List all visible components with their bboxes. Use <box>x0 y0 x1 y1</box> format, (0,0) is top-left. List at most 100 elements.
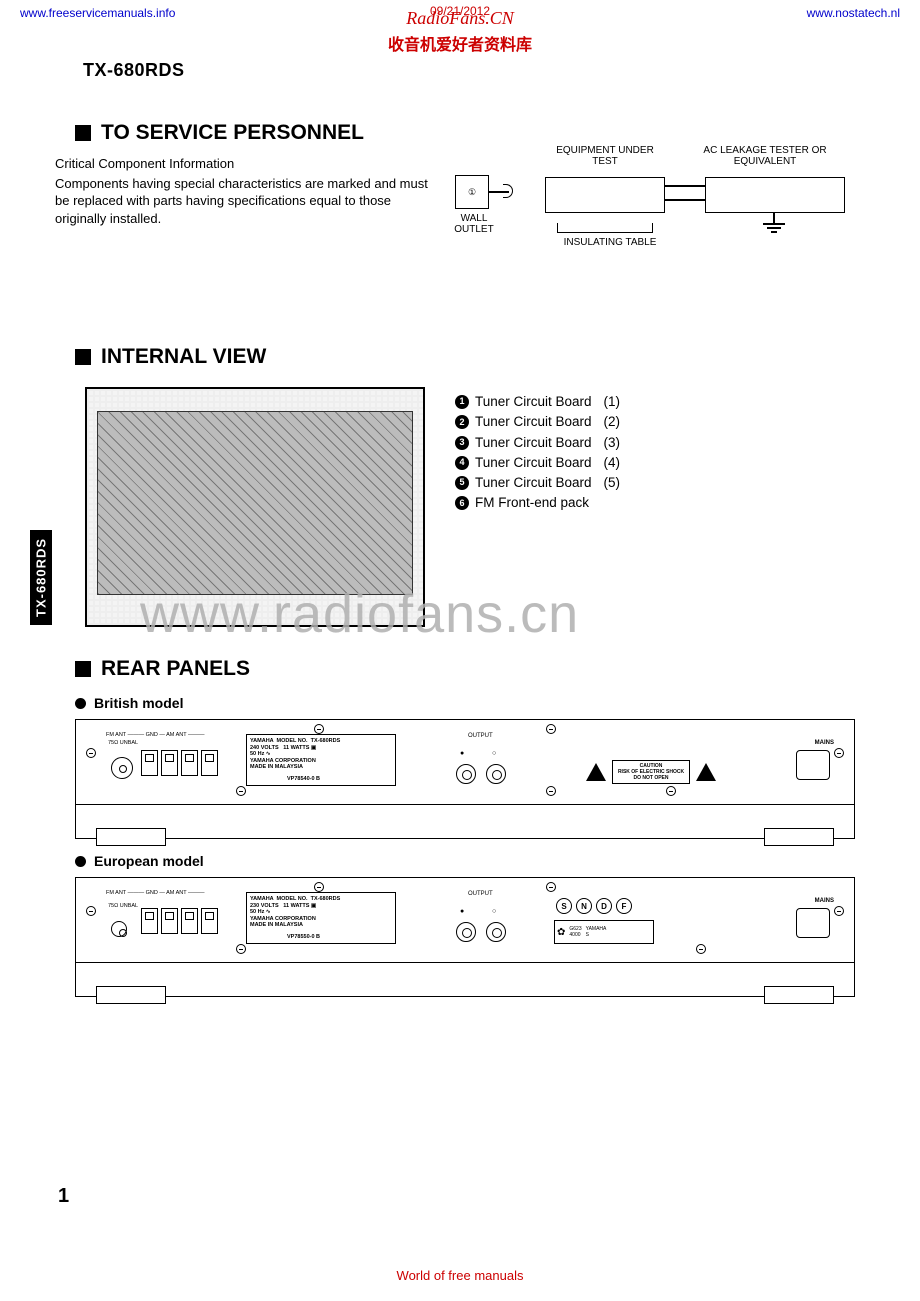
block-icon <box>75 349 91 365</box>
terminal-icon <box>141 908 158 934</box>
plate-corp: YAMAHA CORPORATION <box>250 916 316 922</box>
rca-r-mark: ○ <box>492 908 496 915</box>
list-label: Tuner Circuit Board <box>475 433 592 453</box>
cert-f-icon: F <box>616 898 632 914</box>
screw-icon <box>314 882 324 892</box>
list-item: 2 Tuner Circuit Board (2) <box>455 412 620 432</box>
side-tab: TX-680RDS <box>30 530 52 625</box>
rp-body: FM ANT ——— GND — AM ANT ——— 75Ω UNBAL YA… <box>76 720 854 805</box>
plate-volts: 230 VOLTS <box>250 903 279 909</box>
plug-icon <box>503 184 513 198</box>
cert-icons: S N D F <box>556 898 632 914</box>
european-label: European model <box>75 853 890 869</box>
terminal-icon <box>141 750 158 776</box>
critical-body: Components having special characteristic… <box>55 175 435 228</box>
antenna-block <box>111 745 201 791</box>
plate-brand: YAMAHA <box>250 896 273 902</box>
num-dot-icon: 3 <box>455 436 469 450</box>
rp-body: FM ANT ——— GND — AM ANT ——— 75Ω UNBAL YA… <box>76 878 854 963</box>
tester-box <box>705 177 845 213</box>
internal-list: 1Tuner Circuit Board(1) 2Tuner Circuit B… <box>455 392 620 514</box>
num-dot-icon: 4 <box>455 456 469 470</box>
plate-model-key: MODEL NO. <box>277 738 308 744</box>
cert-box: ✿ G6234000 YAMAHAS <box>554 920 654 944</box>
label-plate: YAMAHA MODEL NO. TX-680RDS 230 VOLTS 11 … <box>246 892 396 944</box>
screw-icon <box>314 724 324 734</box>
list-label: Tuner Circuit Board <box>475 392 592 412</box>
list-label: Tuner Circuit Board <box>475 473 592 493</box>
rca-l-mark: ● <box>460 750 464 757</box>
foot-icon <box>764 986 834 1004</box>
rca-icon <box>456 922 476 942</box>
plate-hz: 50 Hz ∿ <box>250 751 271 757</box>
plate-model-key: MODEL NO. <box>277 896 308 902</box>
screw-icon <box>696 944 706 954</box>
screw-icon <box>236 944 246 954</box>
wall-outlet-box: ① <box>455 175 489 209</box>
list-label: Tuner Circuit Board <box>475 412 592 432</box>
model-header: TX-680RDS <box>83 60 890 81</box>
terminals <box>141 908 218 934</box>
antenna-block <box>111 903 201 949</box>
service-diagram: ① WALL OUTLET EQUIPMENT UNDER TEST INSUL… <box>455 155 890 275</box>
screw-icon <box>546 724 556 734</box>
plate-code: VP78550-0 B <box>287 934 320 941</box>
screw-icon <box>666 786 676 796</box>
terminal-icon <box>181 750 198 776</box>
screw-icon <box>86 748 96 758</box>
section-rear-title: REAR PANELS <box>75 657 890 681</box>
table-box <box>557 223 653 233</box>
list-suffix: (1) <box>604 392 621 412</box>
warning-triangle-icon <box>586 763 606 781</box>
section-title-text: TO SERVICE PERSONNEL <box>101 121 364 145</box>
screw-icon <box>546 786 556 796</box>
plate-hz: 50 Hz ∿ <box>250 909 271 915</box>
num-dot-icon: 5 <box>455 476 469 490</box>
rear-panel-british: FM ANT ——— GND — AM ANT ——— 75Ω UNBAL YA… <box>75 719 855 839</box>
terminals <box>141 750 218 776</box>
rca-r-mark: ○ <box>492 750 496 757</box>
plate-made: MADE IN MALAYSIA <box>250 922 303 928</box>
rca-icon <box>486 922 506 942</box>
num-dot-icon: 2 <box>455 415 469 429</box>
plate-brand: YAMAHA <box>250 738 273 744</box>
label-plate: YAMAHA MODEL NO. TX-680RDS 240 VOLTS 11 … <box>246 734 396 786</box>
diag-line <box>665 199 705 201</box>
output-block: OUTPUT ● ○ <box>456 900 526 950</box>
list-suffix: (2) <box>604 412 621 432</box>
coax-icon <box>111 757 133 779</box>
internal-row: 1Tuner Circuit Board(1) 2Tuner Circuit B… <box>85 387 890 627</box>
diag-line <box>771 231 777 233</box>
header-center: 09/21/2012 RadioFans.CN 收音机爱好者资料库 <box>0 4 920 55</box>
rear-panel-european: FM ANT ——— GND — AM ANT ——— 75Ω UNBAL YA… <box>75 877 855 997</box>
terminal-icon <box>201 908 218 934</box>
diag-line <box>763 223 785 225</box>
equipment-box <box>545 177 665 213</box>
european-label-text: European model <box>94 853 204 869</box>
screw-icon <box>236 786 246 796</box>
caution-block: CAUTION RISK OF ELECTRIC SHOCK DO NOT OP… <box>586 758 716 786</box>
diag-line <box>767 227 781 229</box>
screw-icon <box>86 906 96 916</box>
power-cord-icon <box>796 750 830 780</box>
foot-icon <box>96 986 166 1004</box>
cert-n-icon: N <box>576 898 592 914</box>
diag-line <box>773 213 775 223</box>
rca-icon <box>456 764 476 784</box>
rca-icon <box>486 764 506 784</box>
plate-watts: 11 WATTS <box>283 745 309 751</box>
plate-made: MADE IN MALAYSIA <box>250 764 303 770</box>
plate-volts: 240 VOLTS <box>250 745 279 751</box>
coax-icon <box>111 921 127 937</box>
header-brand: RadioFans.CN <box>0 8 920 29</box>
output-label: OUTPUT <box>468 891 493 897</box>
list-item: 4Tuner Circuit Board(4) <box>455 453 620 473</box>
terminal-icon <box>181 908 198 934</box>
cert-s-icon: S <box>556 898 572 914</box>
header-chinese: 收音机爱好者资料库 <box>0 31 920 55</box>
page-body: TX-680RDS TO SERVICE PERSONNEL Critical … <box>55 60 890 997</box>
page-number: 1 <box>58 1185 69 1208</box>
caution-box: CAUTION RISK OF ELECTRIC SHOCK DO NOT OP… <box>612 760 690 784</box>
list-label: Tuner Circuit Board <box>475 453 592 473</box>
section-service-title: TO SERVICE PERSONNEL <box>75 121 890 145</box>
